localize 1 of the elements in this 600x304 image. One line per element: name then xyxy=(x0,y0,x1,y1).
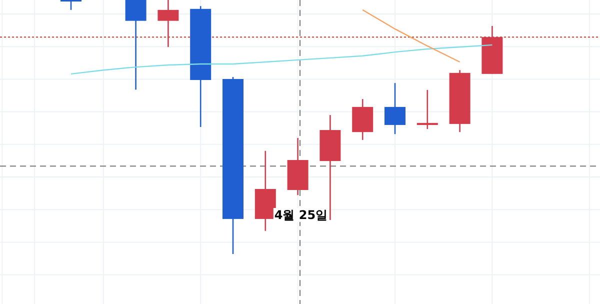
annotation: 4월 25일 xyxy=(274,208,328,222)
